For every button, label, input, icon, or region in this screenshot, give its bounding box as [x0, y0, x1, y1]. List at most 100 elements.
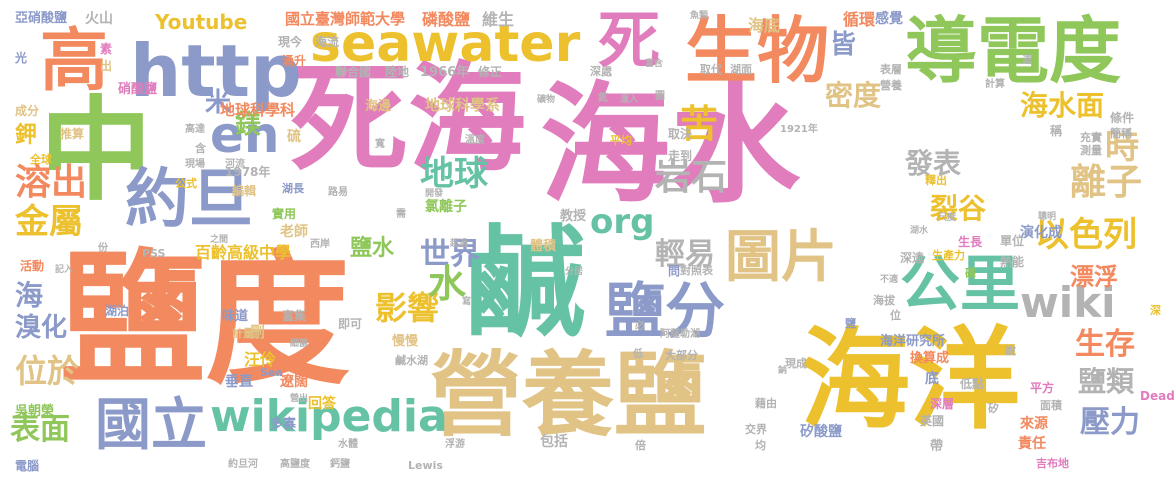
word: 陸地 — [385, 65, 410, 79]
word: 之間 — [210, 235, 229, 245]
word: 現場 — [185, 159, 205, 170]
word: 教授 — [560, 209, 587, 224]
word: 1966年 — [420, 65, 470, 80]
word: 面積 — [1040, 399, 1062, 412]
word: 浮游 — [445, 439, 465, 450]
word: 單位 — [1000, 234, 1025, 248]
word: PSS — [142, 247, 166, 260]
word: 多寡 — [270, 417, 297, 432]
word: 循環 — [843, 10, 876, 29]
word: 輕易 — [655, 237, 715, 272]
word: 營出 — [290, 394, 309, 404]
word: 慢慢 — [392, 334, 419, 349]
word: 海水 — [540, 69, 801, 221]
word: 海 — [15, 279, 44, 312]
word: seawater — [310, 14, 581, 74]
word: 1978年 — [225, 165, 271, 179]
word: 老師 — [280, 224, 308, 240]
word: 阿薩勒湖 — [660, 329, 700, 340]
word: 地球科學系 — [425, 96, 501, 114]
word: 約旦河 — [228, 459, 258, 470]
word: 味道 — [222, 309, 249, 324]
word: 鹽分 — [605, 277, 725, 347]
word: 公里 — [900, 250, 1020, 320]
word: 過程 — [730, 129, 757, 144]
word: 深層 — [930, 397, 955, 411]
word: 米 — [205, 88, 232, 118]
word: 以色列 — [1035, 215, 1137, 255]
word: 分居 — [565, 267, 584, 277]
word: 死 — [598, 4, 661, 77]
word: 影響 — [375, 289, 440, 327]
word: 生長 — [958, 235, 983, 249]
word: 水 — [428, 262, 467, 306]
word: 逵 — [1022, 55, 1032, 66]
word: 百齡高級中學 — [195, 243, 292, 262]
word: 維生 — [482, 10, 515, 29]
word: 高 — [40, 22, 109, 101]
word: 氮 — [598, 93, 608, 104]
word: 活動 — [20, 259, 45, 273]
word: 深逵 — [900, 251, 925, 265]
word: en — [210, 106, 280, 164]
word: 時 — [1105, 127, 1139, 167]
word: 感覺 — [875, 11, 903, 27]
word: 現今 — [278, 35, 303, 49]
word: 礦物 — [537, 95, 556, 105]
word: 湖長 — [282, 182, 304, 195]
word: 說 — [1005, 344, 1016, 357]
word: 湖泊 — [105, 304, 130, 318]
word: 必 — [635, 321, 645, 332]
word: 電腦 — [15, 459, 40, 473]
word: 鹽水 — [350, 236, 395, 261]
word: 圖 — [655, 91, 665, 102]
word: 現成 — [785, 357, 807, 370]
word: 刪 — [250, 323, 266, 341]
word: 裂谷 — [930, 192, 987, 225]
word: 湖面 — [730, 63, 752, 76]
word: 金屬 — [15, 202, 83, 242]
word: 換算成 — [910, 351, 950, 366]
word: 吳朝榮 — [15, 404, 55, 419]
word: 海洋 — [800, 316, 1020, 444]
word: Sea — [260, 366, 283, 379]
word: 世界 — [420, 237, 480, 272]
word: 素 — [100, 42, 113, 56]
word: 海底 — [748, 16, 781, 35]
word: 推算 — [60, 127, 85, 141]
word: 充實 — [1080, 131, 1102, 144]
word: 地球科學科 — [220, 101, 296, 119]
word: 超過 — [450, 239, 469, 249]
word: 鎂 — [235, 110, 262, 140]
word: 稱 — [1050, 124, 1063, 138]
word: 鈣鹽 — [330, 459, 350, 470]
word: 全球 — [30, 153, 52, 166]
word: 問 — [668, 264, 681, 278]
word: 公式 — [175, 177, 197, 190]
word: 1921年 — [780, 124, 818, 135]
word: 海水面 — [1020, 89, 1105, 122]
word: Lewis — [408, 459, 443, 472]
word: 位於 — [15, 352, 80, 390]
word: 即可 — [338, 317, 363, 331]
word: 導電度 — [905, 9, 1122, 93]
word: 計量 — [232, 327, 254, 340]
word: 英國 — [920, 414, 945, 428]
word: 編輯 — [232, 184, 257, 198]
word: 底 — [925, 371, 939, 387]
word: 低點 — [960, 377, 985, 391]
word: 平均 — [610, 134, 632, 147]
word: 對照表 — [680, 264, 713, 277]
word: 水體 — [338, 439, 358, 450]
word: 硝酸鹽 — [118, 82, 158, 97]
word: 溶出 — [15, 162, 88, 203]
word: 記入 — [55, 265, 74, 275]
word: 營養鹽 — [430, 342, 707, 449]
word: 帶 — [930, 439, 944, 454]
word: 寬 — [375, 139, 385, 150]
word: 亞硝酸鹽 — [15, 11, 68, 26]
word: 責任 — [1018, 436, 1046, 452]
word: 均 — [755, 439, 766, 452]
word: 矽酸鹽 — [800, 424, 842, 440]
